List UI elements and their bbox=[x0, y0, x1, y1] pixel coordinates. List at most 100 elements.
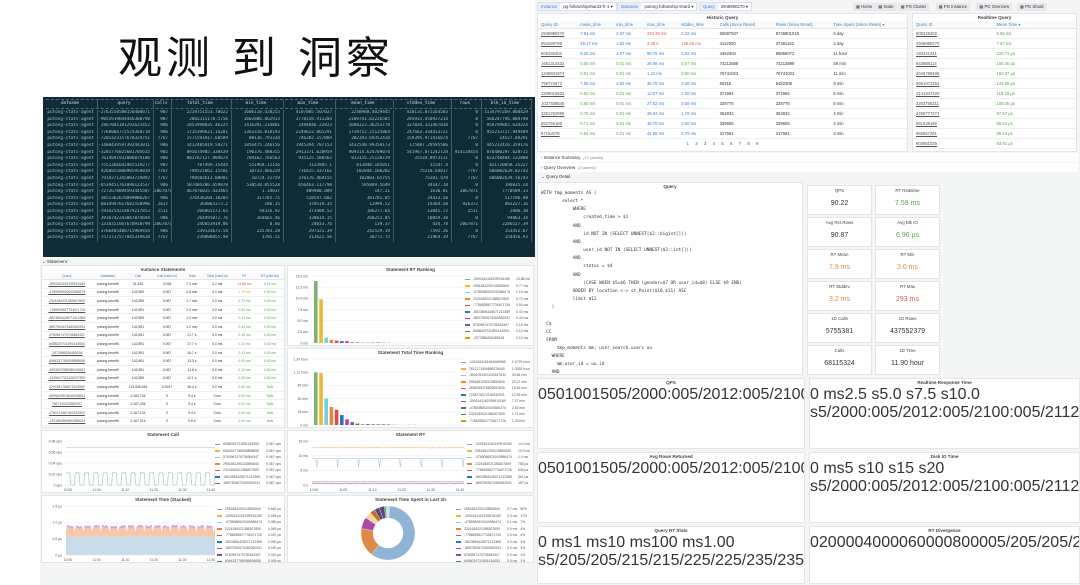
table-row[interactable]: -2573986206489154 putong-benefit 142,891 0.… bbox=[42, 348, 284, 358]
page-4[interactable]: 4 bbox=[712, 141, 716, 146]
legend-item[interactable]: 2951681290103850840 9.77 ms bbox=[465, 283, 530, 290]
table-row[interactable]: 140421241 226.71 µs bbox=[913, 48, 1076, 59]
query-id-link[interactable]: 1349501974 bbox=[538, 68, 578, 79]
page-1[interactable]: 1 bbox=[686, 141, 689, 146]
legend-item[interactable]: 2951681290103850840 23.27 min bbox=[460, 379, 530, 386]
legend-item[interactable]: -8697592673450062931 0.030 µs bbox=[216, 545, 281, 552]
table-row[interactable]: 1661314432 0.05 ms 0.01 ms 39.98 ms 0.07 ms 7… bbox=[538, 58, 907, 69]
table-row[interactable]: 1027459545 0.85 ms 0.01 ms 27.62 ms 2.08 ms 3… bbox=[538, 98, 907, 109]
query-id-link[interactable]: 2459777274 bbox=[913, 108, 994, 119]
legend-item[interactable]: 5760967470736364347 0.067 ops bbox=[215, 454, 281, 461]
legend-item[interactable]: 2324180021388307809 1.71 min bbox=[460, 411, 530, 418]
query-id-link[interactable]: 87153079 bbox=[538, 128, 578, 139]
table-row[interactable]: 87153079 0.64 ms 0.01 ms 44.98 ms 2.79 ms 317… bbox=[538, 128, 907, 139]
query-id-link[interactable]: 3208019503 bbox=[538, 88, 578, 99]
legend-item[interactable]: 6088029731891416053 0.12 ms bbox=[465, 328, 530, 335]
table-row[interactable]: 2948990270 7.94 ms 2.97 ms 293.35 ms 3.22 ms… bbox=[538, 28, 907, 39]
legend-item[interactable]: 5760967470736364347 0.0 ms 1% bbox=[456, 552, 530, 559]
table-row[interactable]: 681639190 86.64 µs bbox=[913, 118, 1076, 129]
column-header[interactable]: Query bbox=[42, 273, 92, 280]
table-row[interactable]: 1349501974 0.01 ms 0.01 ms 1.24 ms 0.00 ms 76… bbox=[538, 68, 907, 79]
table-row[interactable]: 665867261 85.13 µs bbox=[913, 128, 1076, 139]
table-row[interactable]: 6064337786936898658 putong-benefit 142,891… bbox=[42, 356, 284, 366]
legend-item[interactable]: -8823894428071212389 0.43 ms bbox=[465, 309, 530, 316]
legend-item[interactable]: 7812171905896376540 1.0925 hour bbox=[460, 366, 530, 373]
query-id-link[interactable]: 2646789406 bbox=[913, 68, 994, 79]
table-row[interactable]: -3129627321428227950 putong-benefit 142,89… bbox=[42, 374, 284, 384]
legend-item[interactable]: -4785086920040586474 2.83 min bbox=[460, 405, 530, 412]
query-id-link[interactable]: 3251762999 bbox=[538, 108, 578, 119]
row-header-query-overview[interactable]: › Query Overview (4 panels) bbox=[537, 163, 1078, 172]
legend-item[interactable]: 5760967470736364347 0.15 ms bbox=[465, 322, 530, 329]
column-header[interactable]: Call (rate1m) bbox=[152, 273, 182, 280]
table-row[interactable]: 605326402 9.96 ms bbox=[913, 28, 1076, 39]
query-id-link[interactable]: 552756186 bbox=[538, 118, 578, 129]
legend-item[interactable]: -7786535527734671726 0.54 ms bbox=[465, 302, 530, 309]
legend-item[interactable]: -8823894428071212389 0.067 ops bbox=[215, 474, 281, 481]
query-id-link[interactable]: 903951036 bbox=[913, 138, 994, 149]
query-id-link[interactable]: 2780721887363152802 bbox=[42, 408, 92, 418]
legend-item[interactable]: -8697592673450062931 0.43 ms bbox=[465, 315, 530, 322]
query-id-link[interactable]: 6064337786936898658 bbox=[42, 356, 92, 366]
query-id-link[interactable]: 759723573 bbox=[538, 78, 578, 89]
column-header[interactable]: Time Spent (Since Reset) ▾ bbox=[830, 21, 907, 29]
legend-item[interactable]: -7786535527734671726 0.0 ms 3% bbox=[456, 532, 530, 539]
legend-item[interactable]: 2324180021388307809 786 µs bbox=[466, 461, 530, 468]
table-row[interactable]: 759723573 7.85 ms 3.52 ms 35.76 ms 3.38 ms 60… bbox=[538, 78, 907, 89]
row-header-query-detail[interactable]: ⌄ Query Detail bbox=[537, 172, 1078, 181]
legend-item[interactable]: 2324180021388307809 0.72 ms bbox=[465, 296, 530, 303]
column-header[interactable]: Query ID bbox=[538, 21, 578, 29]
query-id-link[interactable]: 6088029731891416053 bbox=[42, 339, 92, 349]
nav-pg-instance[interactable]: ▦ PG Instance bbox=[935, 3, 970, 11]
legend-item[interactable]: 2324180021388307809 0.0 ms 4% bbox=[456, 526, 530, 533]
table-row[interactable]: -8697592673450062931 putong-benefit 142,89… bbox=[42, 322, 284, 332]
table-row[interactable]: 2263766311 109.35 µs bbox=[913, 98, 1076, 109]
legend-item[interactable]: 5760967470736364347 0.010 µs bbox=[216, 552, 281, 559]
nav-pg-shard[interactable]: ▦ PG Shard bbox=[1017, 3, 1047, 11]
legend-item[interactable]: -4785086920040586474 1.4 ms bbox=[466, 454, 530, 461]
query-id-link[interactable]: 954269799 bbox=[538, 38, 578, 49]
column-header[interactable]: RT bbox=[232, 273, 256, 280]
query-id-link[interactable]: 1027459545 bbox=[538, 98, 578, 109]
table-row[interactable]: 7657126320582997 putong-benefit 2,167,494 0… bbox=[42, 399, 284, 409]
query-id-link[interactable]: 4141947220 bbox=[913, 88, 994, 99]
legend-item[interactable]: -3092441162199915189 0.3 ms 17% bbox=[456, 513, 530, 520]
query-id-link[interactable]: -4093520385085445457 bbox=[42, 365, 92, 375]
query-id-link[interactable]: 2263766311 bbox=[913, 98, 994, 109]
legend-item[interactable]: -7786535527734671726 0.037 µs bbox=[216, 532, 281, 539]
table-row[interactable]: 6088029731891416053 putong-benefit 142,891… bbox=[42, 339, 284, 349]
table-row[interactable]: -3092441162199915189 putong-benefit 31,435… bbox=[42, 279, 284, 289]
legend-item[interactable]: -4785086920040586474 1.19 ms bbox=[465, 289, 530, 296]
legend-item[interactable]: -2573986206489154 0.12 ms bbox=[465, 335, 530, 342]
variable-query[interactable]: Query 2948990270 ▾ bbox=[699, 2, 752, 11]
page-8[interactable]: 8 bbox=[747, 141, 750, 146]
legend-item[interactable]: -4785086920040586474 0.080 µs bbox=[216, 519, 281, 526]
table-row[interactable]: 3251762999 0.76 ms 0.01 ms 28.04 ms 1.76 ms 3… bbox=[538, 108, 907, 119]
query-id-link[interactable]: 665867261 bbox=[913, 128, 994, 139]
legend-item[interactable]: -8697592673450062931 497 µs bbox=[466, 480, 530, 487]
query-id-link[interactable]: 3661873253 bbox=[913, 78, 994, 89]
legend-item[interactable]: 2951681290103850840 0.682 µs bbox=[216, 506, 281, 513]
legend-item[interactable]: 2951681290103850840 0.067 ops bbox=[215, 461, 281, 468]
query-id-link[interactable]: 2948990270 bbox=[538, 28, 578, 39]
legend-item[interactable]: 6064337786936898658 0.067 ops bbox=[215, 448, 281, 455]
legend-item[interactable]: 6064337786936898658 0.009 µs bbox=[216, 558, 281, 562]
nav-pg-overview[interactable]: ▦ PG Overview bbox=[976, 3, 1013, 11]
table-row[interactable]: 2780721887363152802 putong-benefit 2,167,1… bbox=[42, 408, 284, 418]
legend-item[interactable]: -7786535527734671726 1.29 min bbox=[460, 418, 530, 425]
legend-item[interactable]: -4785086920040586474 0.1 ms 7% bbox=[456, 519, 530, 526]
column-header[interactable]: Mean Time ▾ bbox=[993, 21, 1076, 29]
table-row[interactable]: -8095629578648358512 putong-benefit 2,160,… bbox=[42, 391, 284, 401]
query-id-link[interactable]: -8697592673450062931 bbox=[42, 322, 92, 332]
variable-instance[interactable]: Instance pg-followshipshard3-fr-1 ▾ bbox=[537, 2, 617, 11]
table-row[interactable]: 903951036 83.81 µs bbox=[913, 138, 1076, 149]
legend-item[interactable]: -7786535527734671726 636 µs bbox=[466, 467, 530, 474]
table-row[interactable]: 3208019503 0.82 ms 0.01 ms 13.07 ms 1.00 ms 3… bbox=[538, 88, 907, 99]
legend-item[interactable]: -8697592673450062931 0.0 ms 3% bbox=[456, 545, 530, 552]
column-header[interactable]: min_time bbox=[613, 21, 644, 29]
table-row[interactable]: -8823894428071212389 putong-benefit 142,89… bbox=[42, 313, 284, 323]
page-7[interactable]: 7 bbox=[738, 141, 742, 146]
column-header[interactable]: Total bbox=[181, 273, 202, 280]
table-row[interactable]: 2459777274 97.57 µs bbox=[913, 108, 1076, 119]
column-header[interactable]: RT (rate1m) bbox=[255, 273, 284, 280]
